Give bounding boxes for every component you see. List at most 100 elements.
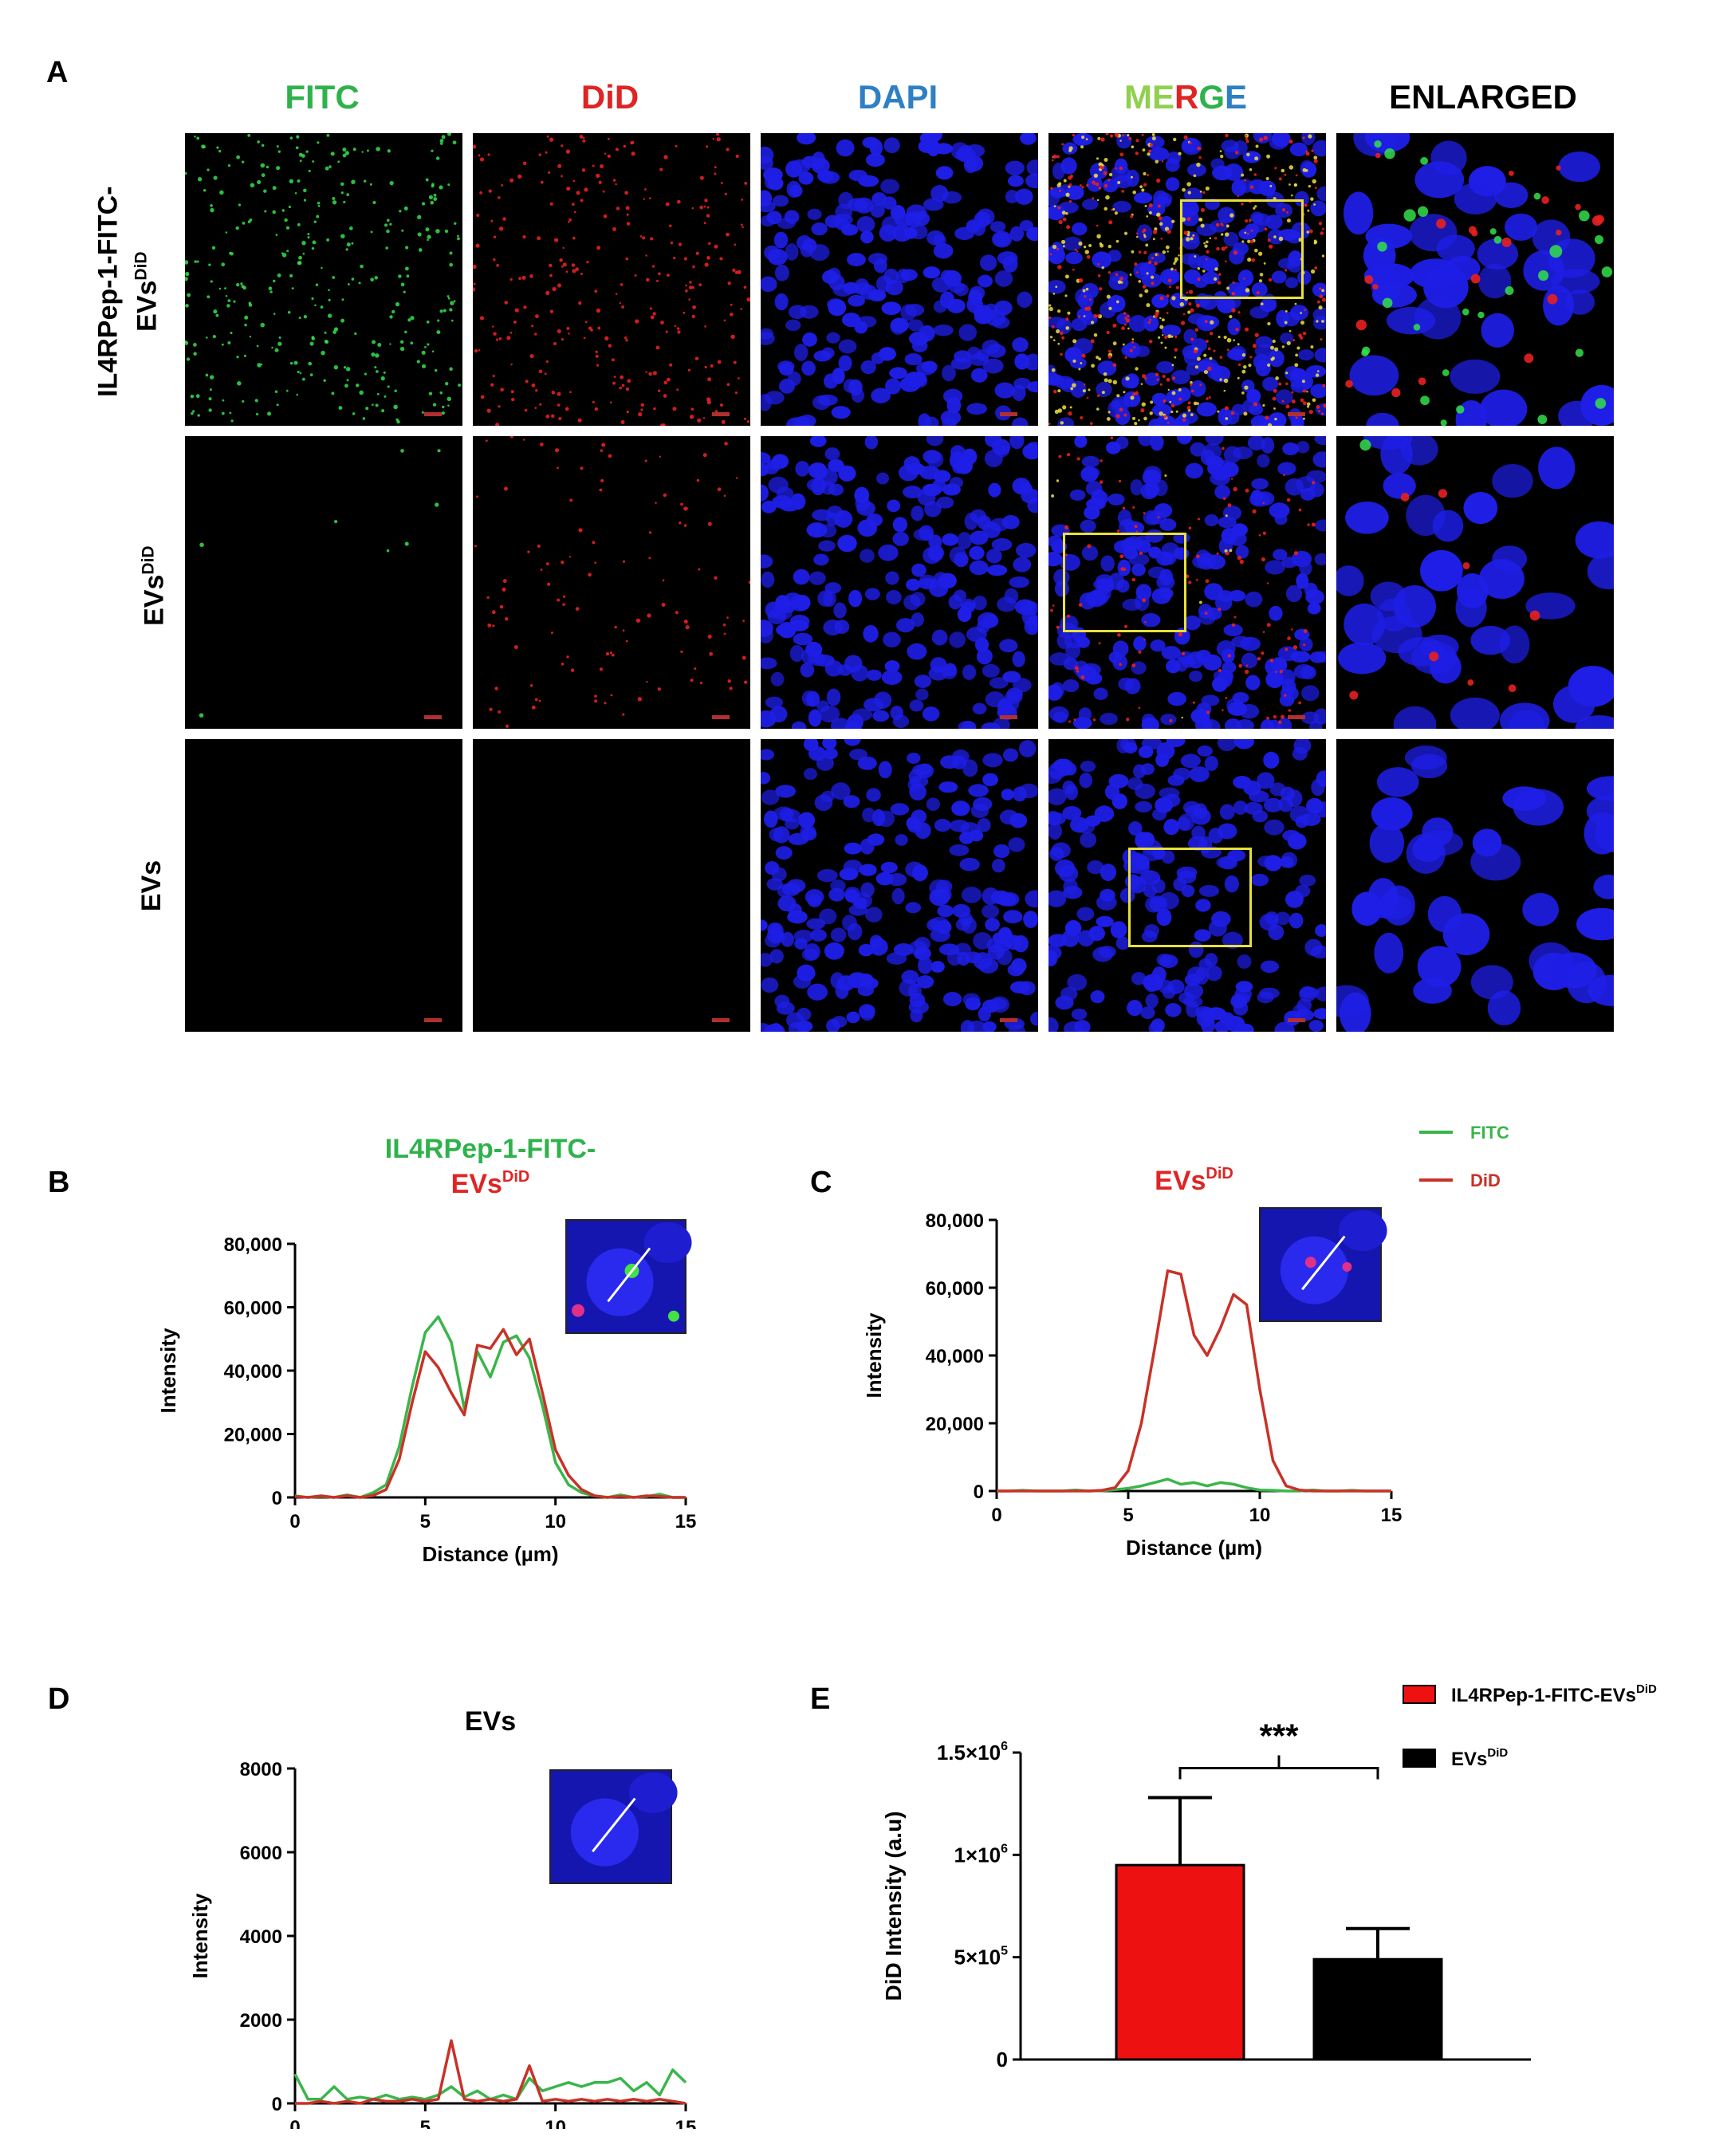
did-spot [1120,567,1125,572]
nucleus [816,869,838,883]
fitc-spot [1315,373,1320,377]
nucleus [1566,962,1607,1004]
nucleus [767,176,784,191]
nucleus [1029,1012,1038,1026]
nucleus [1259,913,1278,930]
nucleus [1187,313,1206,325]
did-spot [491,610,496,615]
did-spot [1079,184,1082,187]
did-spot [692,305,697,309]
did-spot [571,203,575,207]
nucleus [987,565,1008,576]
did-spot [655,345,660,350]
nucleus [1532,219,1571,255]
nucleus [1197,745,1213,757]
fitc-spot [352,148,356,151]
fitc-spot [191,411,194,415]
fitc-spot [1308,134,1312,139]
panel-a-letter: A [46,56,69,89]
fitc-spot [1200,223,1205,228]
nucleus [982,999,1000,1013]
nucleus [898,464,919,482]
nucleus [838,339,857,354]
nucleus [812,395,831,411]
did-spot [1152,230,1158,234]
nucleus [863,624,879,643]
nucleus [1250,873,1269,887]
did-spot [1188,526,1192,530]
nucleus [969,545,985,561]
did-spot [545,562,549,565]
did-spot [580,466,584,470]
nucleus [830,879,846,892]
series-line-did [294,1328,686,1499]
did-spot [723,632,726,635]
did-spot [1190,389,1194,393]
nucleus [761,953,773,967]
nucleus [797,133,816,145]
did-spot [724,192,728,195]
nucleus [785,160,803,178]
nucleus [1135,855,1150,871]
did-spot [726,232,730,237]
fitc-spot [1112,208,1115,211]
did-spot [699,681,703,685]
fitc-spot [434,368,438,372]
fitc-spot [351,179,356,184]
did-spot [534,698,538,702]
fitc-spot [1197,266,1201,270]
did-spot [738,377,740,380]
fitc-spot [1288,183,1291,186]
x-tick-label: 5 [1123,1505,1133,1526]
fitc-spot [1069,406,1072,409]
nucleus [1177,816,1190,831]
fitc-spot [1085,287,1089,291]
fitc-spot [1403,209,1416,222]
did-spot [702,453,707,458]
nucleus [1065,185,1084,200]
did-spot [1208,395,1211,399]
did-spot [720,182,723,184]
fitc-spot [303,188,307,193]
did-spot [730,313,734,317]
did-spot [1302,401,1307,406]
fitc-spot [1306,402,1311,407]
did-spot [1322,227,1324,230]
nucleus [1492,463,1533,498]
did-spot [1313,159,1318,163]
nucleus [1148,1021,1163,1032]
fitc-spot [1098,357,1102,361]
x-tick-label: 5 [420,2117,431,2129]
nucleus [1127,777,1143,790]
fitc-spot [1310,197,1314,201]
fitc-spot [1281,345,1285,348]
nucleus [1568,665,1614,707]
fitc-spot [1225,417,1229,420]
did-spot [557,329,561,333]
nucleus [1305,365,1326,378]
did-spot [493,258,496,262]
did-spot [571,263,576,267]
fitc-spot [437,449,441,453]
did-spot [655,502,657,504]
nucleus [1219,804,1235,820]
nucleus [1156,953,1173,967]
micrograph-r2-c2 [473,436,750,729]
did-spot [604,702,607,705]
fitc-spot [333,365,338,370]
fitc-spot [1317,370,1320,372]
fitc-spot [439,391,443,395]
fitc-spot [450,319,454,322]
did-spot [602,190,605,193]
fitc-spot [208,397,212,401]
nucleus [1139,262,1156,277]
fitc-spot [1114,211,1118,215]
did-spot [1318,409,1321,412]
nucleus [1080,663,1101,677]
nucleus [1156,360,1174,374]
did-spot [565,270,568,273]
nucleus [1312,140,1326,157]
micrograph-image [1336,436,1614,729]
did-spot [498,710,502,714]
fitc-spot [1138,419,1140,422]
